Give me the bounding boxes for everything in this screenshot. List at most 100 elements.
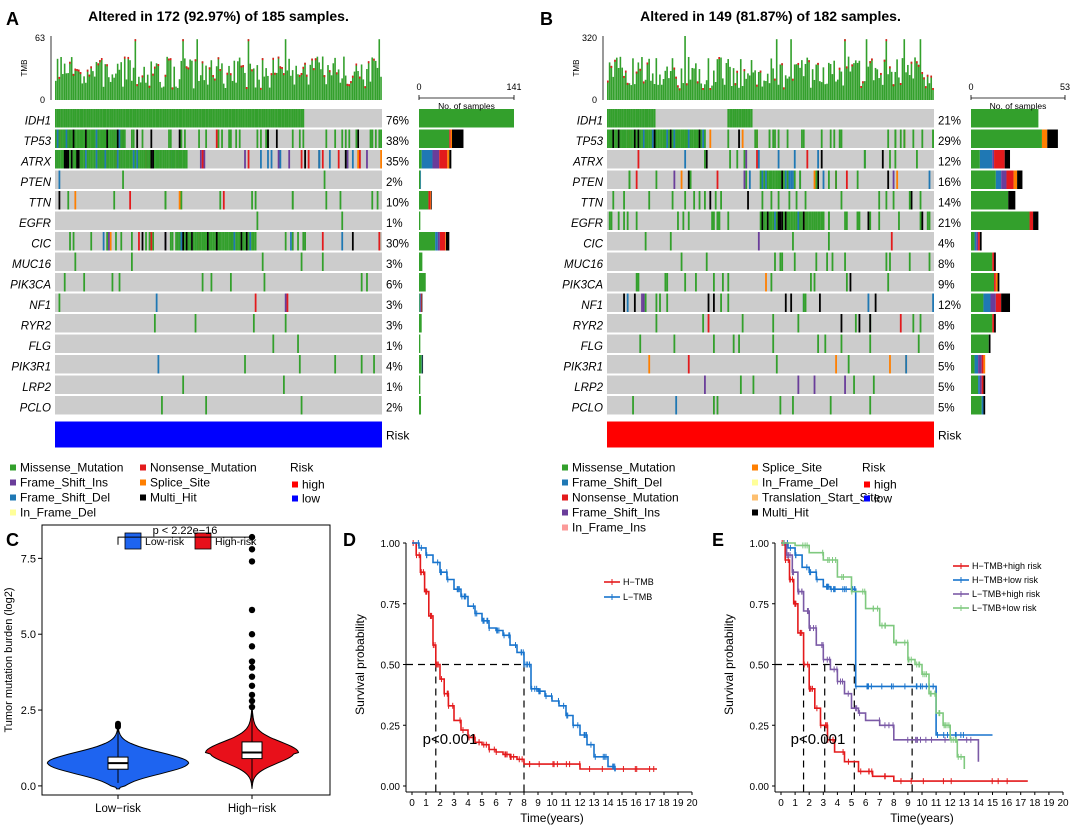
mutation-cell bbox=[55, 109, 57, 128]
sample-count-bar bbox=[1047, 129, 1058, 148]
sample-count-bar bbox=[419, 293, 421, 312]
mutation-cell bbox=[242, 232, 245, 251]
mutation-cell bbox=[231, 109, 234, 128]
mutation-cell bbox=[633, 109, 636, 128]
tmb-bar bbox=[633, 84, 636, 100]
mutation-cell bbox=[757, 232, 760, 251]
sample-count-bar bbox=[971, 109, 1039, 128]
mutation-cell bbox=[168, 150, 170, 169]
sample-count-bar bbox=[419, 150, 422, 169]
tmb-bar bbox=[145, 82, 147, 100]
mutation-cell bbox=[153, 109, 156, 128]
sample-count-bar bbox=[983, 355, 986, 374]
tmb-bar-top bbox=[274, 72, 276, 75]
mutation-cell bbox=[245, 109, 248, 128]
mutation-cell bbox=[700, 129, 703, 148]
tmb-bar bbox=[217, 57, 220, 100]
tmb-bar bbox=[779, 64, 782, 100]
sample-count-bar bbox=[439, 150, 448, 169]
gene-name: PIK3R1 bbox=[11, 362, 51, 374]
tmb-bar bbox=[249, 63, 252, 100]
tmb-bar bbox=[201, 61, 204, 100]
mutation-cell bbox=[614, 129, 616, 148]
tmb-bar bbox=[677, 85, 679, 100]
mutation-cell bbox=[380, 129, 382, 148]
mutation-cell bbox=[116, 150, 119, 169]
mutation-cell bbox=[639, 334, 642, 353]
mutation-cell bbox=[772, 170, 775, 189]
tmb-bar bbox=[244, 72, 246, 100]
mutation-cell bbox=[199, 150, 202, 169]
tmb-bar bbox=[774, 78, 776, 100]
tmb-bar-top bbox=[783, 87, 785, 90]
gene-name: PCLO bbox=[20, 403, 51, 415]
mutation-cell bbox=[815, 211, 818, 230]
legend-item: Frame_Shift_Ins bbox=[572, 506, 660, 520]
tmb-bar bbox=[836, 79, 839, 100]
mutation-cell bbox=[763, 211, 766, 230]
tmb-bar bbox=[118, 69, 121, 100]
mutation-cell bbox=[275, 129, 278, 148]
tmb-bar bbox=[804, 63, 807, 100]
tmb-bar bbox=[671, 58, 674, 100]
mutation-cell bbox=[867, 293, 870, 312]
tmb-bar-top bbox=[871, 58, 873, 61]
tmb-bar bbox=[668, 78, 670, 100]
gene-percentage: 21% bbox=[938, 116, 961, 128]
legend-swatch bbox=[292, 495, 298, 502]
tmb-bar-top bbox=[736, 70, 738, 73]
tmb-bar-top bbox=[623, 75, 625, 78]
mutation-cell bbox=[115, 129, 117, 148]
mutation-cell bbox=[109, 150, 112, 169]
mutation-cell bbox=[813, 375, 816, 394]
tmb-bar bbox=[914, 57, 916, 100]
mutation-cell bbox=[344, 150, 347, 169]
mutation-cell bbox=[74, 150, 77, 169]
mutation-cell bbox=[291, 232, 294, 251]
survival-curve bbox=[781, 542, 980, 762]
mutation-cell bbox=[173, 150, 176, 169]
mutation-cell bbox=[704, 129, 706, 148]
gene-name: RYR2 bbox=[573, 321, 604, 333]
tmb-bar bbox=[874, 67, 877, 100]
tmb-bar bbox=[199, 75, 202, 100]
tmb-bar bbox=[905, 72, 907, 100]
legend-item: H−TMB+low risk bbox=[972, 575, 1039, 585]
mutation-cell bbox=[229, 232, 232, 251]
mutation-cell bbox=[267, 129, 269, 148]
mutation-cell bbox=[668, 129, 670, 148]
mutation-cell bbox=[55, 150, 57, 169]
tmb-bar bbox=[185, 66, 188, 100]
tmb-bar bbox=[62, 74, 64, 100]
mutation-cell bbox=[632, 109, 634, 128]
mutation-cell bbox=[238, 232, 241, 251]
tmb-bar-top bbox=[889, 66, 891, 69]
mutation-cell bbox=[302, 232, 305, 251]
tmb-bar bbox=[164, 74, 167, 100]
mutation-cell bbox=[214, 109, 216, 128]
tmb-bar bbox=[741, 86, 744, 100]
panel-letter: B bbox=[540, 9, 553, 29]
mutation-cell bbox=[655, 314, 658, 333]
tmb-bar bbox=[624, 70, 627, 100]
gene-row-bg bbox=[55, 252, 382, 271]
mutation-cell bbox=[657, 129, 660, 148]
mutation-cell bbox=[69, 109, 71, 128]
tmb-bar bbox=[134, 39, 137, 100]
gene-percentage: 35% bbox=[386, 157, 409, 169]
mutation-cell bbox=[81, 109, 84, 128]
tmb-bar bbox=[772, 68, 774, 100]
mutation-cell bbox=[682, 129, 685, 148]
mutation-cell bbox=[610, 129, 613, 148]
tmb-bar bbox=[307, 84, 310, 100]
mutation-cell bbox=[745, 109, 748, 128]
mutation-cell bbox=[251, 109, 253, 128]
mutation-cell bbox=[161, 396, 163, 415]
sample-count-bar bbox=[992, 150, 995, 169]
mutation-cell bbox=[792, 170, 794, 189]
x-tick-label: 20 bbox=[686, 798, 698, 809]
y-tick-label: 0.25 bbox=[381, 721, 401, 732]
mutation-cell bbox=[910, 191, 913, 210]
legend-item: Missense_Mutation bbox=[572, 461, 675, 475]
tmb-bar bbox=[212, 75, 214, 100]
